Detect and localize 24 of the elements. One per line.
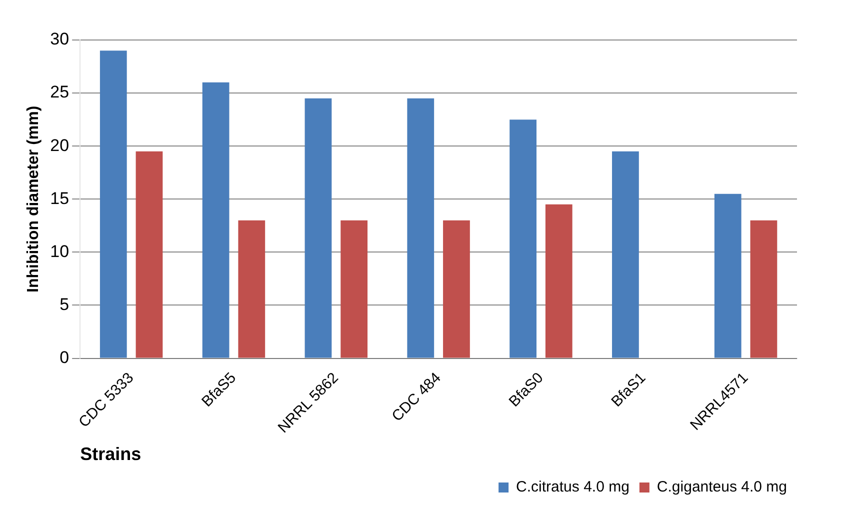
bar <box>238 220 266 358</box>
y-tick-label: 20 <box>50 136 70 155</box>
bar <box>136 151 163 358</box>
y-tick-label: 30 <box>50 30 70 49</box>
y-tick-label: 10 <box>50 242 70 261</box>
bar <box>340 220 368 358</box>
bar <box>714 194 742 358</box>
y-tick-label: 15 <box>50 188 70 208</box>
bar <box>304 98 332 358</box>
bar <box>750 220 778 358</box>
y-tick-label: 25 <box>50 82 70 102</box>
y-tick-label: 5 <box>60 294 70 314</box>
y-axis-title: Inhibition diameter (mm) <box>25 106 42 292</box>
x-axis-title: Strains <box>80 444 142 464</box>
bar <box>202 82 230 358</box>
legend-label: C.giganteus 4.0 mg <box>656 478 787 496</box>
bar <box>612 151 639 358</box>
bar <box>443 220 470 358</box>
y-tick-label: 0 <box>60 348 70 367</box>
bar <box>510 120 536 358</box>
legend-label: C.citratus 4.0 mg <box>516 478 630 496</box>
bar <box>407 98 434 358</box>
bar <box>100 50 127 358</box>
bar <box>545 204 572 358</box>
